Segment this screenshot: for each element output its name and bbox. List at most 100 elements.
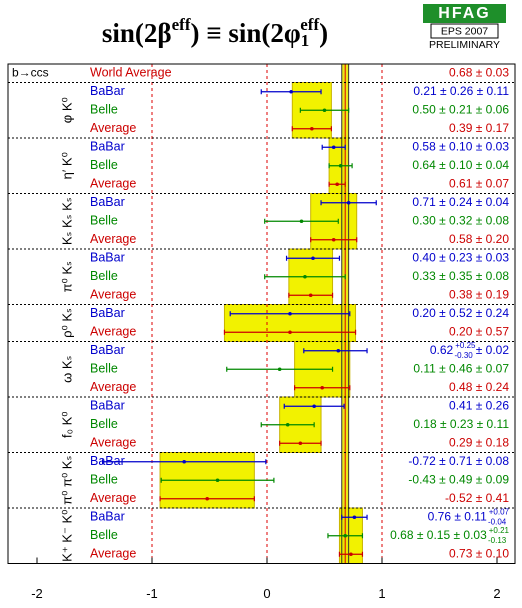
value-label: 0.61 ± 0.07 bbox=[449, 176, 509, 190]
experiment-name: Belle bbox=[90, 214, 118, 228]
value-label: 0.71 ± 0.24 ± 0.04 bbox=[412, 195, 509, 209]
point bbox=[303, 274, 307, 279]
experiment-name: BaBar bbox=[90, 140, 125, 154]
experiment-name: Average bbox=[90, 325, 136, 339]
point bbox=[320, 385, 325, 390]
value-label: 0.76 ± 0.11 +0.07 -0.04 bbox=[428, 507, 510, 526]
value-label: -0.72 ± 0.71 ± 0.08 bbox=[408, 454, 509, 468]
value-label-main: 0.73 ± 0.10 bbox=[449, 546, 509, 560]
mode-label: φ K⁰ bbox=[59, 97, 74, 123]
point bbox=[322, 108, 327, 113]
point bbox=[299, 219, 304, 224]
value-label-main: 0.48 ± 0.24 bbox=[449, 380, 509, 394]
value-label-main: 0.58 ± 0.20 bbox=[449, 232, 509, 246]
value-label: 0.39 ± 0.17 bbox=[449, 121, 509, 135]
value-label: 0.30 ± 0.32 ± 0.08 bbox=[412, 213, 509, 227]
point bbox=[310, 126, 314, 131]
point bbox=[343, 533, 348, 538]
value-label-main: 0.18 ± 0.23 ± 0.11 bbox=[413, 417, 509, 431]
experiment-name: BaBar bbox=[90, 306, 125, 320]
value-label: 0.64 ± 0.10 ± 0.04 bbox=[412, 158, 509, 172]
experiment-name: Average bbox=[90, 121, 136, 135]
point bbox=[331, 145, 336, 150]
experiment-name: BaBar bbox=[90, 84, 125, 98]
value-label: 0.58 ± 0.10 ± 0.03 bbox=[412, 139, 509, 153]
value-label-sup: +0.25 bbox=[455, 341, 476, 350]
value-label-main: 0.71 ± 0.24 ± 0.04 bbox=[412, 195, 509, 209]
point bbox=[205, 496, 209, 501]
point bbox=[182, 459, 186, 464]
value-label-main: 0.21 ± 0.26 ± 0.11 bbox=[413, 84, 509, 98]
logo-box bbox=[423, 4, 506, 23]
value-label-main: 0.39 ± 0.17 bbox=[449, 121, 509, 135]
experiment-name: Average bbox=[90, 491, 136, 505]
value-label-main: 0.76 ± 0.11 bbox=[428, 509, 487, 523]
value-label-main: 0.62 bbox=[430, 343, 454, 357]
value-label-main: -0.43 ± 0.49 ± 0.09 bbox=[408, 472, 509, 486]
experiment-name: Average bbox=[90, 177, 136, 191]
point bbox=[288, 311, 292, 316]
value-label-main: -0.72 ± 0.71 ± 0.08 bbox=[408, 454, 509, 468]
value-label-main: 0.61 ± 0.07 bbox=[449, 176, 509, 190]
experiment-name: BaBar bbox=[90, 454, 125, 468]
logo-name: HFAG bbox=[438, 5, 490, 22]
mode-label: η′ K⁰ bbox=[59, 152, 74, 179]
title-part: sin(2β bbox=[102, 18, 172, 48]
experiment-name: BaBar bbox=[90, 399, 125, 413]
value-label-sub: -0.13 bbox=[488, 536, 507, 545]
experiment-name: Average bbox=[90, 380, 136, 394]
value-label-main: 0.41 ± 0.26 bbox=[449, 398, 509, 412]
average-box bbox=[223, 304, 357, 342]
value-label-sup: +0.21 bbox=[489, 526, 510, 535]
world-average-name: World Average bbox=[90, 66, 172, 80]
point bbox=[335, 182, 339, 187]
point bbox=[288, 330, 292, 335]
x-tick-label: 0 bbox=[263, 586, 270, 601]
logo-conference: EPS 2007 bbox=[441, 25, 488, 37]
mode-label: K⁺ K⁻ K⁰ bbox=[59, 510, 74, 562]
value-label: 0.48 ± 0.24 bbox=[449, 380, 509, 394]
point bbox=[277, 367, 282, 372]
point bbox=[215, 478, 220, 483]
experiment-name: Average bbox=[90, 232, 136, 246]
value-label: 0.18 ± 0.23 ± 0.11 bbox=[413, 417, 509, 431]
experiment-name: BaBar bbox=[90, 195, 125, 209]
logo-conf-box bbox=[430, 23, 499, 39]
value-label: 0.40 ± 0.23 ± 0.03 bbox=[412, 250, 509, 264]
point bbox=[312, 404, 316, 409]
experiment-name: BaBar bbox=[90, 343, 125, 357]
experiment-name: Average bbox=[90, 288, 136, 302]
mode-label: f₀ K⁰ bbox=[59, 411, 74, 438]
value-label-main: 0.30 ± 0.32 ± 0.08 bbox=[412, 213, 509, 227]
value-label-main: -0.52 ± 0.41 bbox=[445, 491, 509, 505]
value-label-main: 0.20 ± 0.52 ± 0.24 bbox=[412, 306, 509, 320]
value-label-main: 0.68 ± 0.15 ± 0.03 bbox=[390, 528, 487, 542]
point bbox=[298, 441, 303, 446]
experiment-name: Belle bbox=[90, 103, 118, 117]
title-sup: eff bbox=[172, 15, 191, 34]
plot-frame bbox=[7, 63, 516, 564]
value-label: -0.52 ± 0.41 bbox=[445, 491, 509, 505]
value-label: 0.29 ± 0.18 bbox=[449, 435, 509, 449]
value-label-main: 0.50 ± 0.21 ± 0.06 bbox=[412, 102, 509, 116]
value-label-sup: +0.07 bbox=[489, 507, 510, 516]
experiment-name: Average bbox=[90, 547, 136, 561]
value-label-main: 0.33 ± 0.35 ± 0.08 bbox=[412, 269, 509, 283]
x-tick-label: 1 bbox=[378, 586, 385, 601]
value-label-main: 0.40 ± 0.23 ± 0.03 bbox=[412, 250, 509, 264]
process-label: b→ccs bbox=[12, 65, 49, 79]
experiment-name: BaBar bbox=[90, 510, 125, 524]
value-label-main: 0.58 ± 0.10 ± 0.03 bbox=[412, 139, 509, 153]
point bbox=[346, 200, 351, 205]
title-part: ) bbox=[319, 18, 328, 48]
point bbox=[289, 89, 293, 94]
title-part: ) ≡ sin(2φ bbox=[191, 18, 301, 48]
logo-status: PRELIMINARY bbox=[429, 39, 500, 51]
value-label: 0.33 ± 0.35 ± 0.08 bbox=[412, 269, 509, 283]
value-label-main: 0.29 ± 0.18 bbox=[449, 435, 509, 449]
experiment-name: Average bbox=[90, 436, 136, 450]
value-label-main: 0.64 ± 0.10 ± 0.04 bbox=[412, 158, 509, 172]
value-label: 0.38 ± 0.19 bbox=[449, 287, 509, 301]
value-label-main: 0.20 ± 0.57 bbox=[449, 324, 509, 338]
